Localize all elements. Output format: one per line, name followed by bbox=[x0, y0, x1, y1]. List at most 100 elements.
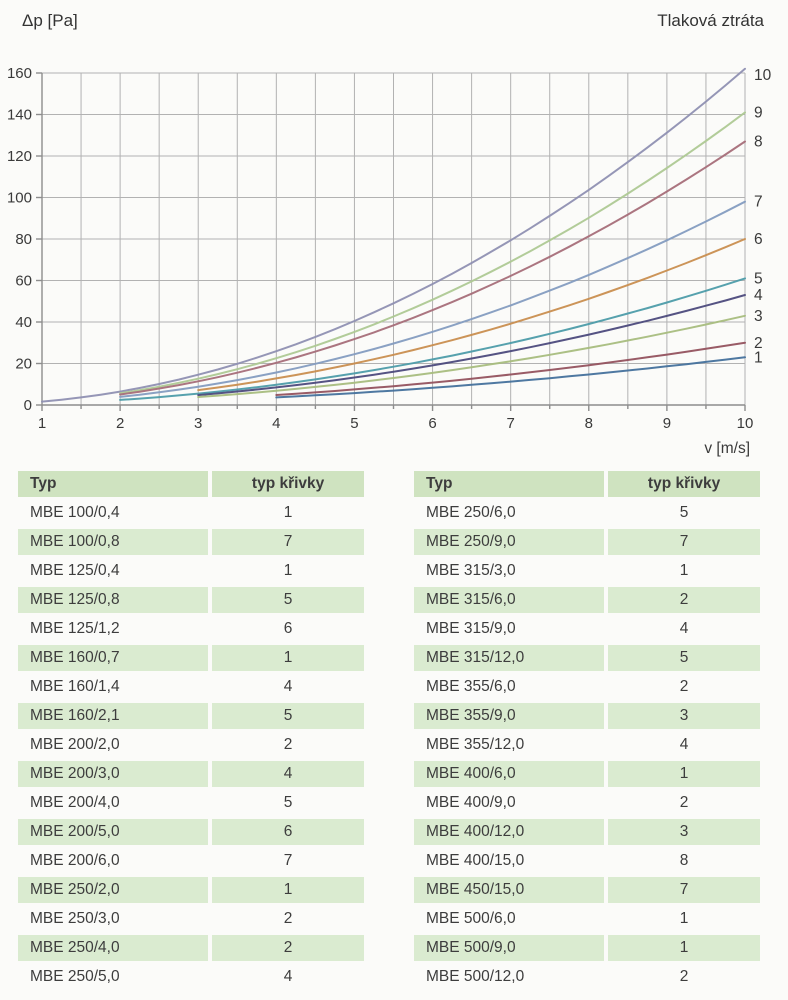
type-cell: MBE 250/4,0 bbox=[18, 935, 209, 961]
curve-number-cell: 7 bbox=[608, 877, 760, 903]
curve-label-3: 3 bbox=[754, 308, 763, 325]
y-tick-label: 80 bbox=[15, 231, 32, 248]
type-cell: MBE 315/3,0 bbox=[426, 562, 516, 579]
curve-line-7 bbox=[119, 200, 746, 398]
curve-number-cell: 5 bbox=[608, 645, 760, 671]
x-tick-label: 10 bbox=[737, 415, 754, 432]
type-cell: MBE 200/2,0 bbox=[30, 736, 120, 753]
y-tick-labels: 0 20 40 60 80 100 120 140 160 bbox=[7, 65, 32, 414]
curve-line-2 bbox=[275, 341, 746, 396]
y-tick-label: 20 bbox=[15, 356, 32, 373]
table-row: MBE 125/0,8 5 bbox=[18, 587, 364, 613]
curve-number-cell: 5 bbox=[283, 794, 293, 811]
x-tick-label: 6 bbox=[428, 415, 436, 432]
y-axis-title: Δp [Pa] bbox=[22, 11, 78, 30]
table-row: MBE 355/6,0 2 bbox=[414, 674, 760, 700]
type-cell: MBE 315/12,0 bbox=[414, 645, 605, 671]
curve-number-cell: 4 bbox=[283, 678, 293, 695]
type-cell: MBE 500/9,0 bbox=[414, 935, 605, 961]
x-tick-label: 9 bbox=[663, 415, 671, 432]
type-cell: MBE 200/3,0 bbox=[18, 761, 209, 787]
y-tick-label: 60 bbox=[15, 273, 32, 290]
table-row: MBE 200/6,0 7 bbox=[18, 848, 364, 874]
curve-number-cell: 2 bbox=[283, 910, 293, 927]
curve-number-cell: 5 bbox=[212, 587, 364, 613]
table-row: MBE 500/12,0 2 bbox=[414, 964, 760, 990]
table-row: MBE 250/6,0 5 bbox=[414, 500, 760, 526]
column-header-typ: Typ bbox=[18, 471, 209, 497]
table-row: MBE 315/12,0 5 bbox=[414, 645, 760, 671]
y-tick-label: 0 bbox=[24, 397, 32, 414]
curve-number-cell: 2 bbox=[679, 794, 689, 811]
type-cell: MBE 500/6,0 bbox=[426, 910, 516, 927]
y-tick-label: 100 bbox=[7, 190, 32, 207]
curve-label-10: 10 bbox=[754, 67, 772, 84]
table-row: MBE 400/12,0 3 bbox=[414, 819, 760, 845]
type-curve-table-right: Typ typ křivky MBE 250/6,0 5 MBE 250/9,0 7 MBE… bbox=[410, 468, 764, 993]
curve-number-cell: 1 bbox=[283, 562, 293, 579]
table-row: MBE 315/6,0 2 bbox=[414, 587, 760, 613]
type-cell: MBE 400/15,0 bbox=[426, 852, 525, 869]
type-cell: MBE 250/5,0 bbox=[30, 968, 120, 985]
curve-line-5 bbox=[119, 277, 746, 401]
type-cell: MBE 250/9,0 bbox=[414, 529, 605, 555]
table-row: MBE 100/0,8 7 bbox=[18, 529, 364, 555]
curve-number-cell: 1 bbox=[679, 910, 689, 927]
curve-number-cell: 3 bbox=[608, 703, 760, 729]
table-row: MBE 200/3,0 4 bbox=[18, 761, 364, 787]
curve-number-cell: 1 bbox=[212, 645, 364, 671]
type-cell: MBE 400/9,0 bbox=[426, 794, 516, 811]
type-cell: MBE 250/3,0 bbox=[30, 910, 120, 927]
table-row: MBE 400/6,0 1 bbox=[414, 761, 760, 787]
curve-number-cell: 1 bbox=[679, 562, 689, 579]
table-row: MBE 160/2,1 5 bbox=[18, 703, 364, 729]
type-cell: MBE 450/15,0 bbox=[414, 877, 605, 903]
table-row: MBE 125/0,4 1 bbox=[18, 558, 364, 584]
type-cell: MBE 160/2,1 bbox=[18, 703, 209, 729]
curve-label-6: 6 bbox=[754, 231, 763, 248]
column-header-typ-krivky: typ křivky bbox=[608, 471, 760, 497]
curve-line-8 bbox=[119, 140, 746, 396]
curve-number-cell: 1 bbox=[212, 877, 364, 903]
curve-number-cell: 2 bbox=[679, 968, 689, 985]
curve-label-8: 8 bbox=[754, 133, 763, 150]
column-header-typ: Typ bbox=[414, 471, 605, 497]
type-curve-table-left: Typ typ křivky MBE 100/0,4 1 MBE 100/0,8 7 MBE… bbox=[14, 468, 368, 993]
table-row: MBE 250/5,0 4 bbox=[18, 964, 364, 990]
type-cell: MBE 125/0,8 bbox=[18, 587, 209, 613]
y-tick-label: 120 bbox=[7, 148, 32, 165]
type-cell: MBE 250/2,0 bbox=[18, 877, 209, 903]
table-header-row: Typ typ křivky bbox=[18, 471, 364, 497]
y-tick-label: 40 bbox=[15, 314, 32, 331]
x-tick-label: 4 bbox=[272, 415, 280, 432]
type-cell: MBE 125/0,4 bbox=[30, 562, 120, 579]
table-row: MBE 250/9,0 7 bbox=[414, 529, 760, 555]
curve-line-6 bbox=[197, 238, 746, 392]
curve-number-cell: 7 bbox=[608, 529, 760, 555]
curve-number-cell: 6 bbox=[212, 819, 364, 845]
curve-number-cell: 7 bbox=[283, 852, 293, 869]
curve-label-1: 1 bbox=[754, 349, 763, 366]
curve-number-cell: 1 bbox=[283, 504, 293, 521]
curve-number-cell: 3 bbox=[608, 819, 760, 845]
x-tick-label: 2 bbox=[116, 415, 124, 432]
type-cell: MBE 400/12,0 bbox=[414, 819, 605, 845]
x-tick-label: 7 bbox=[506, 415, 514, 432]
curve-number-cell: 4 bbox=[212, 761, 364, 787]
y-tick-label: 160 bbox=[7, 65, 32, 82]
x-tick-label: 8 bbox=[585, 415, 593, 432]
type-cell: MBE 100/0,4 bbox=[30, 504, 120, 521]
chart-title: Tlaková ztráta bbox=[657, 11, 764, 30]
table-row: MBE 125/1,2 6 bbox=[18, 616, 364, 642]
type-cell: MBE 400/6,0 bbox=[414, 761, 605, 787]
curve-number-cell: 5 bbox=[212, 703, 364, 729]
type-cell: MBE 160/0,7 bbox=[18, 645, 209, 671]
type-cell: MBE 200/6,0 bbox=[30, 852, 120, 869]
type-cell: MBE 315/6,0 bbox=[414, 587, 605, 613]
type-cell: MBE 100/0,8 bbox=[18, 529, 209, 555]
curve-number-cell: 4 bbox=[679, 620, 689, 637]
curve-number-cell: 2 bbox=[283, 736, 293, 753]
x-tick-label: 3 bbox=[194, 415, 202, 432]
axes bbox=[36, 72, 746, 411]
type-cell: MBE 500/12,0 bbox=[426, 968, 525, 985]
